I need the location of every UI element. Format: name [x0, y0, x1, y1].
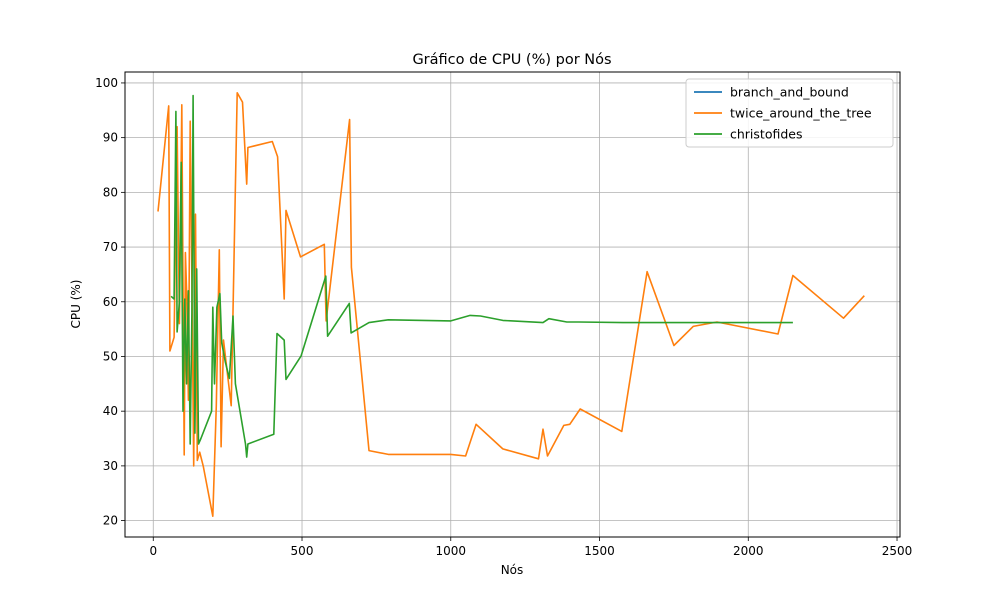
chart-title: Gráfico de CPU (%) por Nós: [412, 52, 611, 68]
x-tick-label: 500: [291, 544, 314, 558]
series-lines: [157, 92, 865, 518]
legend-label-twice_around_the_tree: twice_around_the_tree: [730, 106, 872, 121]
series-line-christofides: [170, 94, 793, 458]
x-tick-label: 2500: [882, 544, 913, 558]
x-tick-label: 1500: [584, 544, 615, 558]
x-tick-label: 2000: [733, 544, 764, 558]
y-tick-label: 30: [103, 459, 118, 473]
y-tick-label: 70: [103, 240, 118, 254]
x-tick-label: 1000: [435, 544, 466, 558]
x-axis-label: Nós: [501, 563, 524, 577]
series-line-twice_around_the_tree: [157, 92, 865, 518]
y-tick-label: 90: [103, 131, 118, 145]
legend-box: [685, 78, 894, 148]
y-axis-label: CPU (%): [69, 280, 83, 329]
legend: branch_and_bound twice_around_the_treechr…: [685, 78, 894, 148]
legend-label-christofides: christofides: [730, 127, 802, 142]
x-tick-label: 0: [149, 544, 157, 558]
plot-frame: [124, 71, 901, 538]
y-tick-label: 50: [103, 349, 118, 363]
legend-label-branch_and_bound: branch_and_bound: [730, 85, 849, 100]
y-tick-label: 100: [95, 76, 118, 90]
y-tick-label: 40: [103, 404, 118, 418]
grid: [125, 72, 900, 537]
y-tick-label: 80: [103, 185, 118, 199]
y-tick-label: 20: [103, 514, 118, 528]
axis-ticks: 0 500 1000 1500 2000 2500 20 30 40 50 60 70 80 90 100: [95, 76, 912, 558]
y-tick-label: 60: [103, 295, 118, 309]
